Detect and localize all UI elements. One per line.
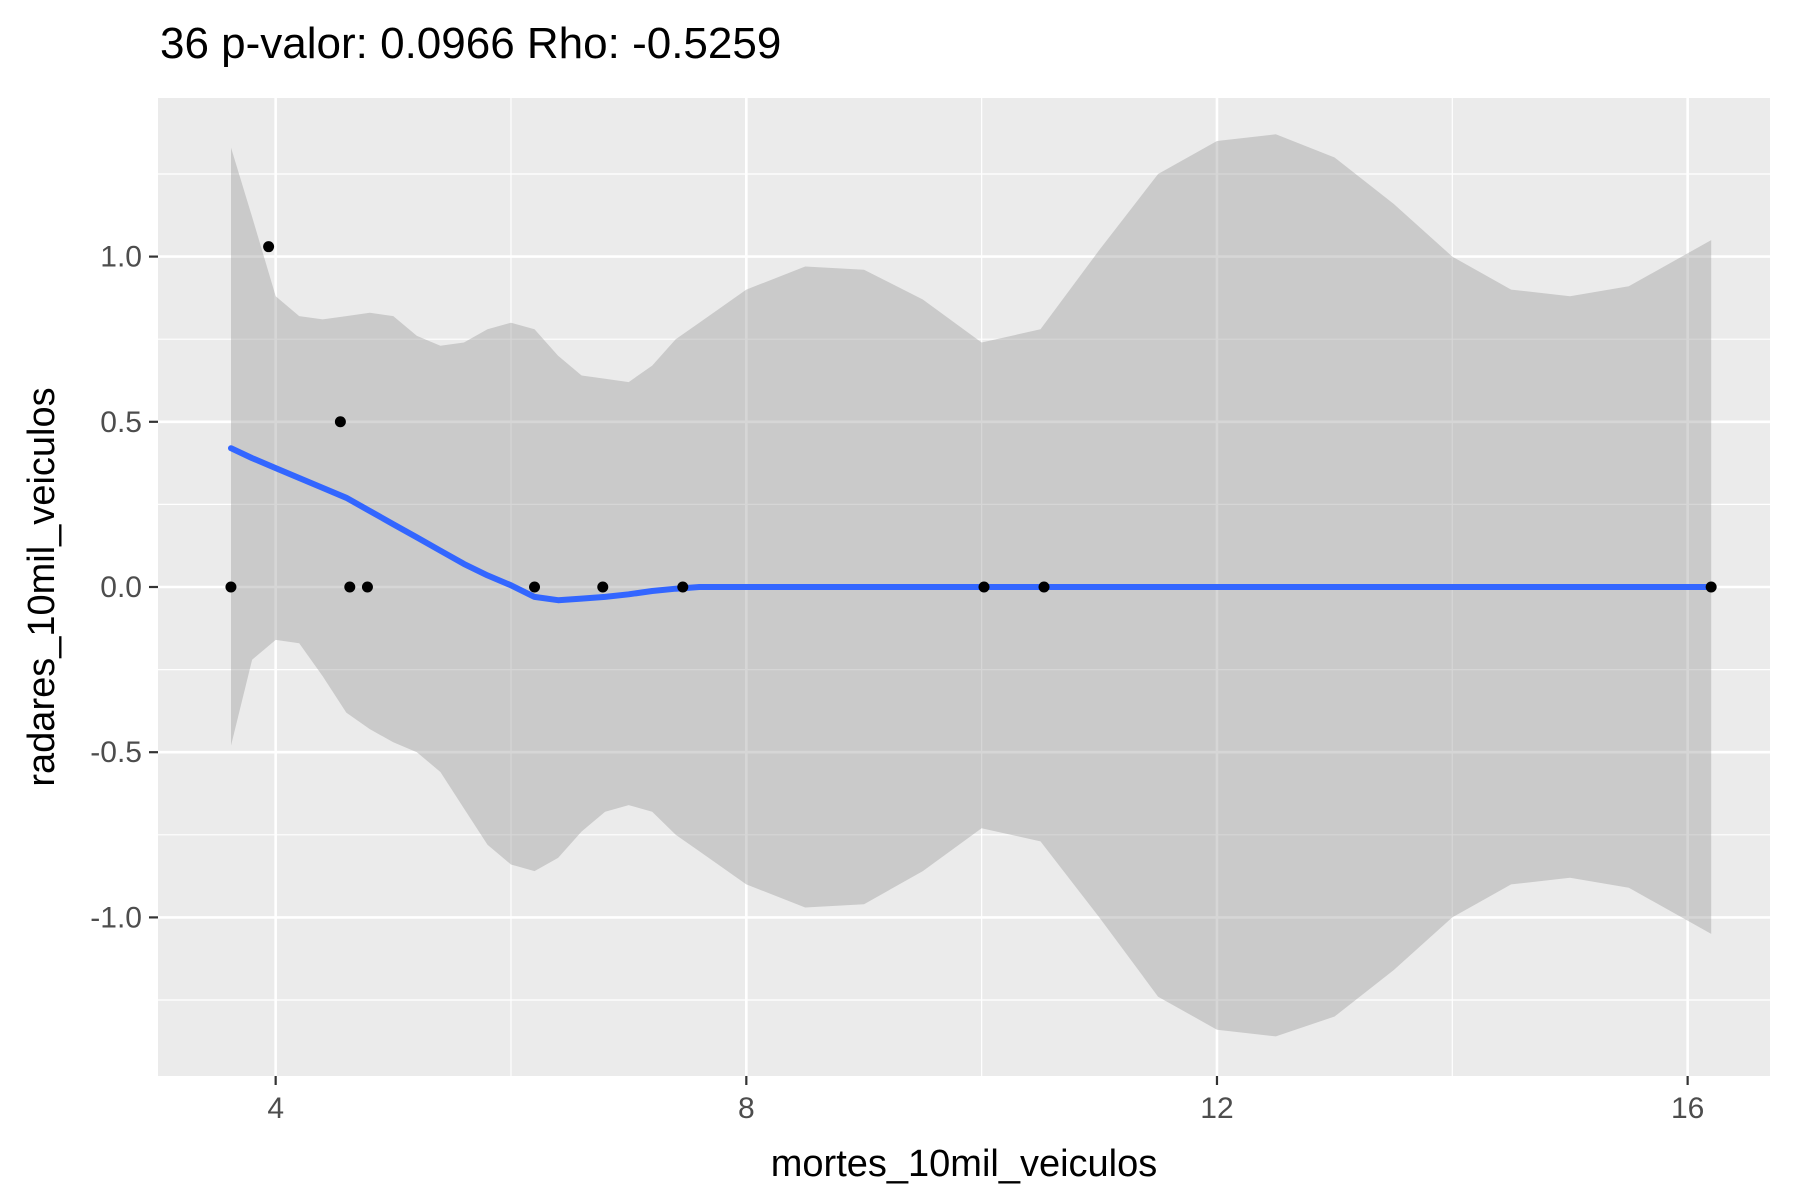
x-tick-label: 12 (1200, 1092, 1233, 1125)
y-tick-label: 0.0 (100, 571, 142, 604)
data-point (1038, 581, 1050, 593)
x-axis-title: mortes_10mil_veiculos (771, 1143, 1158, 1185)
data-point (978, 581, 990, 593)
smooth-trend-line (228, 445, 1715, 604)
data-point (677, 581, 689, 593)
data-point (1705, 581, 1717, 593)
data-point (597, 581, 609, 593)
y-tick-label: -1.0 (90, 901, 142, 934)
data-point (334, 416, 346, 428)
x-tick-label: 16 (1671, 1092, 1704, 1125)
y-tick-label: 0.5 (100, 406, 142, 439)
y-axis-ticks: -1.0 -0.5 0.0 0.5 1.0 (90, 241, 158, 934)
data-point (344, 581, 356, 593)
x-axis-ticks: 4 8 12 16 (267, 1076, 1704, 1125)
data-point (225, 581, 237, 593)
data-point (529, 581, 541, 593)
data-point (361, 581, 373, 593)
x-tick-label: 4 (267, 1092, 284, 1125)
data-point (263, 241, 275, 253)
y-tick-label: -0.5 (90, 736, 142, 769)
x-tick-label: 8 (738, 1092, 755, 1125)
y-tick-label: 1.0 (100, 241, 142, 274)
y-axis-title: radares_10mil_veiculos (21, 387, 63, 786)
chart-title: 36 p-valor: 0.0966 Rho: -0.5259 (160, 19, 781, 68)
data-points (225, 241, 1717, 593)
